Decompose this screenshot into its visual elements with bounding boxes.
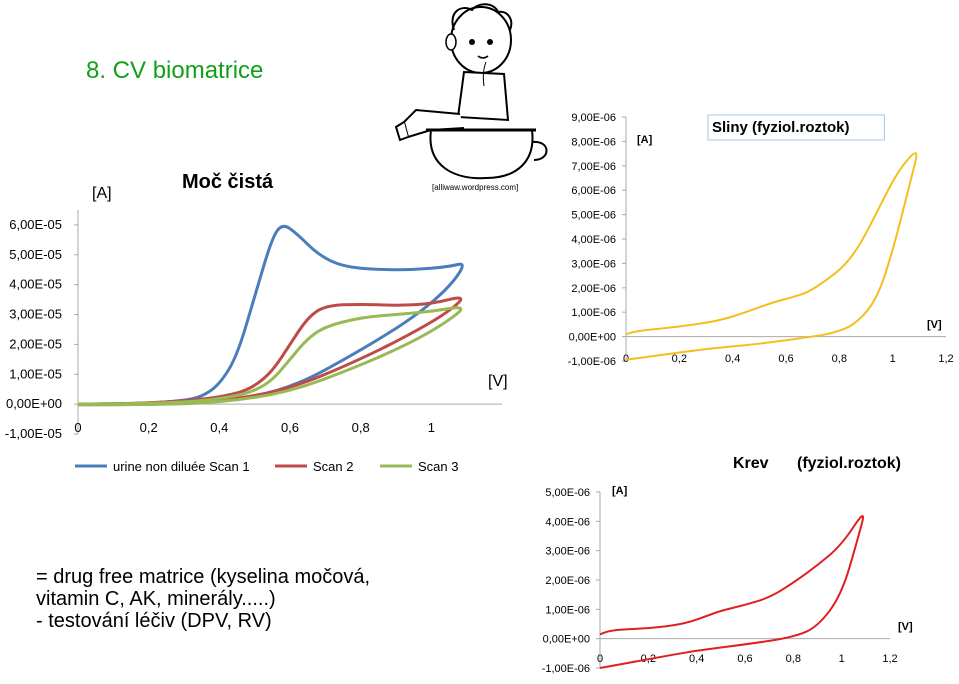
x-tick-label: 1,2 bbox=[882, 653, 897, 665]
y-tick-label: 2,00E-06 bbox=[545, 575, 590, 587]
y-tick-label: 5,00E-06 bbox=[571, 210, 616, 222]
x-axis-label: [V] bbox=[927, 319, 942, 331]
chart-3: -1,00E-06 0,00E+00 1,00E-06 2,00E-06 3,00E-0… bbox=[542, 455, 913, 675]
child-on-potty-icon bbox=[394, 3, 548, 180]
x-tick-label: 0,8 bbox=[352, 420, 370, 435]
page-title: 8. CV biomatrice bbox=[86, 57, 264, 84]
x-tick-label: 0,8 bbox=[832, 353, 847, 365]
y-tick-label: 7,00E-06 bbox=[571, 161, 616, 173]
x-tick-label: 0,4 bbox=[689, 653, 704, 665]
y-axis-label: [A] bbox=[92, 185, 112, 202]
x-tick-label: 0,6 bbox=[778, 353, 793, 365]
x-tick-label: 0,8 bbox=[786, 653, 801, 665]
x-tick-label: 0,4 bbox=[210, 420, 228, 435]
x-tick-label: 0,2 bbox=[140, 420, 158, 435]
series-line-1 bbox=[77, 224, 464, 407]
y-tick-label: 2,00E-05 bbox=[9, 336, 62, 351]
chart-title: Moč čistá bbox=[182, 171, 274, 193]
y-tick-label: 8,00E-06 bbox=[571, 136, 616, 148]
description-block: = drug free matrice (kyselina močová, vi… bbox=[36, 566, 370, 632]
x-tick-label: 1 bbox=[839, 653, 845, 665]
y-tick-label: 1,00E-06 bbox=[545, 604, 590, 616]
chart-subtitle: (fyziol.roztok) bbox=[797, 455, 901, 472]
y-tick-label: -1,00E-06 bbox=[542, 663, 590, 675]
chart-title: Sliny (fyziol.roztok) bbox=[712, 119, 850, 136]
y-tick-label: 4,00E-06 bbox=[571, 234, 616, 246]
y-tick-label: -1,00E-05 bbox=[5, 426, 62, 441]
y-tick-label: 1,00E-06 bbox=[571, 307, 616, 319]
y-tick-label: 6,00E-06 bbox=[571, 185, 616, 197]
x-tick-label: 0,4 bbox=[725, 353, 740, 365]
y-tick-label: -1,00E-06 bbox=[568, 356, 616, 368]
chart-title-frame bbox=[707, 114, 885, 141]
legend-label: Scan 2 bbox=[313, 459, 353, 474]
y-tick-label: 4,00E-05 bbox=[9, 277, 62, 292]
x-tick-label: 0 bbox=[597, 653, 603, 665]
series-line-1 bbox=[599, 515, 865, 669]
y-axis-label: [A] bbox=[637, 134, 653, 146]
image-credit: [alliwaw.wordpress.com] bbox=[432, 183, 519, 192]
y-tick-label: 0,00E+00 bbox=[569, 332, 616, 344]
x-tick-label: 0,6 bbox=[737, 653, 752, 665]
y-tick-label: 0,00E+00 bbox=[543, 634, 590, 646]
y-tick-label: 5,00E-05 bbox=[9, 247, 62, 262]
y-tick-label: 1,00E-05 bbox=[9, 366, 62, 381]
legend-label: urine non diluée Scan 1 bbox=[113, 459, 250, 474]
y-tick-label: 4,00E-06 bbox=[545, 516, 590, 528]
x-axis-label: [V] bbox=[488, 373, 508, 390]
y-axis-label: [A] bbox=[612, 485, 628, 497]
series-line-1 bbox=[625, 152, 918, 361]
x-tick-label: 0,2 bbox=[672, 353, 687, 365]
y-tick-label: 3,00E-05 bbox=[9, 307, 62, 322]
x-tick-label: 1,2 bbox=[938, 353, 953, 365]
legend-label: Scan 3 bbox=[418, 459, 458, 474]
chart-2: -1,00E-06 0,00E+00 1,00E-06 2,00E-06 3,00E-0… bbox=[568, 112, 954, 368]
x-tick-label: 1 bbox=[890, 353, 896, 365]
y-tick-label: 3,00E-06 bbox=[571, 258, 616, 270]
x-axis-label: [V] bbox=[898, 621, 913, 633]
y-tick-label: 0,00E+00 bbox=[6, 396, 62, 411]
x-tick-label: 0,6 bbox=[281, 420, 299, 435]
x-tick-label: 1 bbox=[428, 420, 435, 435]
series-line-2 bbox=[77, 296, 463, 406]
description-line: vitamin C, AK, minerály.....) bbox=[36, 588, 276, 610]
y-tick-label: 3,00E-06 bbox=[545, 546, 590, 558]
description-line: - testování léčiv (DPV, RV) bbox=[36, 610, 272, 632]
y-tick-label: 2,00E-06 bbox=[571, 283, 616, 295]
chart-1: -1,00E-05 0,00E+00 1,00E-05 2,00E-05 3,00E-0… bbox=[5, 171, 508, 474]
x-tick-label: 0 bbox=[74, 420, 81, 435]
chart-title: Krev bbox=[733, 455, 769, 472]
y-tick-label: 6,00E-05 bbox=[9, 217, 62, 232]
y-tick-label: 9,00E-06 bbox=[571, 112, 616, 124]
description-line: = drug free matrice (kyselina močová, bbox=[36, 566, 371, 588]
y-tick-label: 5,00E-06 bbox=[545, 487, 590, 499]
series-line-3 bbox=[77, 306, 463, 407]
